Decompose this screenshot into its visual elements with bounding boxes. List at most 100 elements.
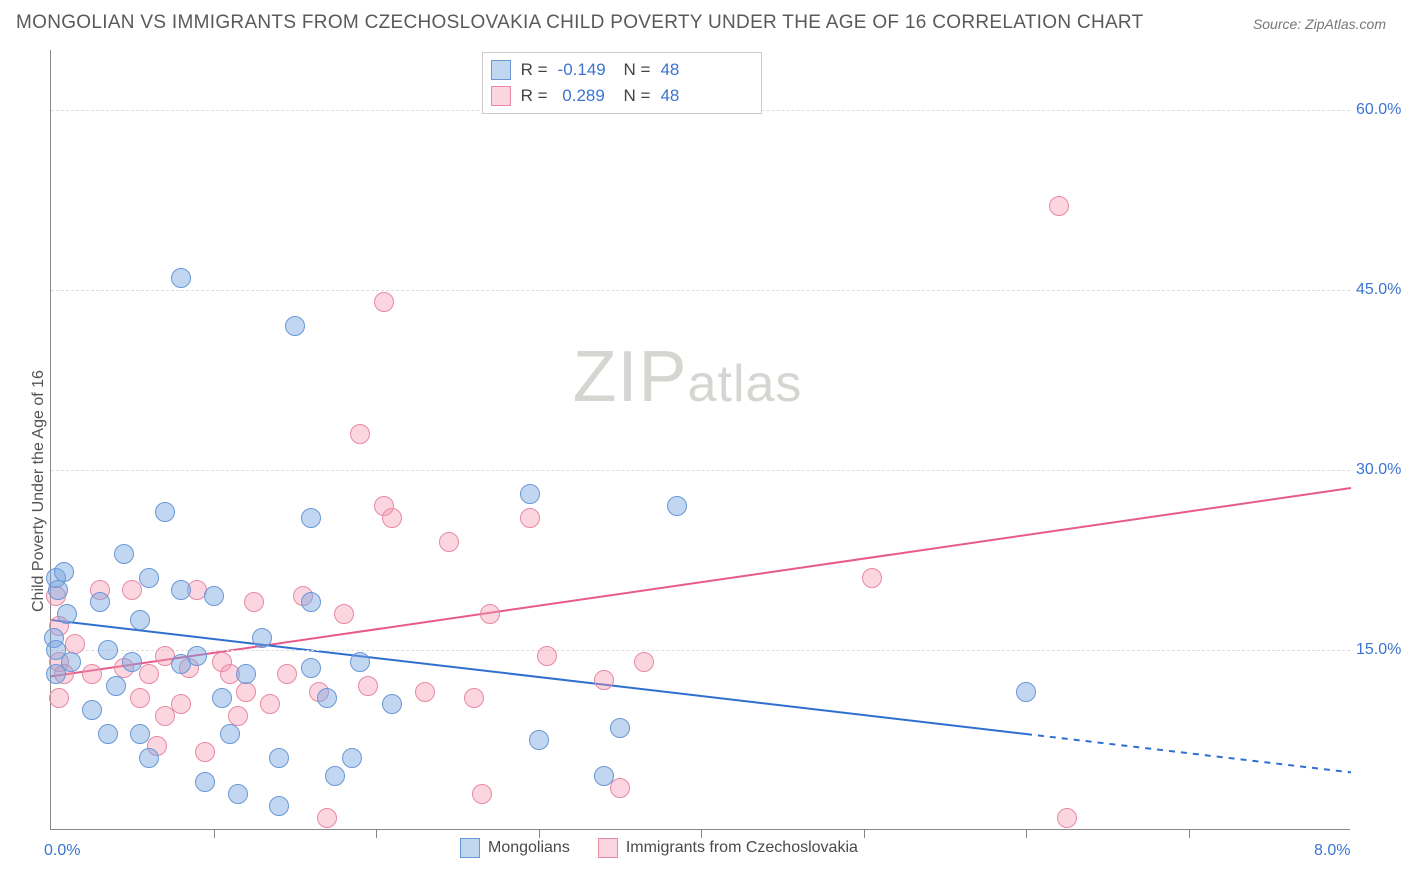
data-point-a (171, 268, 191, 288)
data-point-a (106, 676, 126, 696)
trend-line (1026, 734, 1351, 772)
data-point-a (130, 724, 150, 744)
swatch-series-b (491, 86, 511, 106)
data-point-a (1016, 682, 1036, 702)
stat-r-label: R = (521, 60, 548, 80)
data-point-b (520, 508, 540, 528)
x-tick (864, 830, 865, 838)
data-point-a (382, 694, 402, 714)
gridline (51, 470, 1350, 471)
data-point-a (139, 568, 159, 588)
data-point-b (610, 778, 630, 798)
data-point-b (65, 634, 85, 654)
data-point-b (236, 682, 256, 702)
data-point-a (48, 580, 68, 600)
legend-row-b: R = 0.289 N = 48 (491, 83, 753, 109)
data-point-a (667, 496, 687, 516)
x-tick (1026, 830, 1027, 838)
data-point-b (350, 424, 370, 444)
stat-n-a: 48 (660, 60, 679, 80)
legend-label-b: Immigrants from Czechoslovakia (626, 839, 858, 857)
data-point-a (594, 766, 614, 786)
data-point-b (1049, 196, 1069, 216)
data-point-b (439, 532, 459, 552)
data-point-a (529, 730, 549, 750)
swatch-series-a (491, 60, 511, 80)
data-point-a (325, 766, 345, 786)
scatter-plot: ZIPatlas (50, 50, 1350, 830)
data-point-a (187, 646, 207, 666)
data-point-a (301, 592, 321, 612)
watermark-zip: ZIP (573, 336, 688, 418)
data-point-a (90, 592, 110, 612)
stat-n-label: N = (624, 86, 651, 106)
watermark: ZIPatlas (573, 336, 803, 418)
data-point-b (277, 664, 297, 684)
watermark-atlas: atlas (688, 354, 803, 414)
data-point-b (464, 688, 484, 708)
data-point-a (220, 724, 240, 744)
correlation-legend: R = -0.149 N = 48 R = 0.289 N = 48 (482, 52, 762, 114)
data-point-a (236, 664, 256, 684)
stat-r-b: 0.289 (558, 86, 614, 106)
data-point-a (54, 562, 74, 582)
data-point-a (130, 610, 150, 630)
data-point-b (139, 664, 159, 684)
legend-item-b: Immigrants from Czechoslovakia (598, 838, 858, 858)
legend-item-a: Mongolians (460, 838, 570, 858)
data-point-a (228, 784, 248, 804)
data-point-a (269, 748, 289, 768)
data-point-a (301, 658, 321, 678)
data-point-a (610, 718, 630, 738)
data-point-a (342, 748, 362, 768)
source-attribution: Source: ZipAtlas.com (1253, 16, 1386, 32)
data-point-a (61, 652, 81, 672)
swatch-series-a (460, 838, 480, 858)
trend-line (51, 620, 1026, 734)
data-point-b (260, 694, 280, 714)
data-point-a (171, 580, 191, 600)
data-point-b (1057, 808, 1077, 828)
legend-label-a: Mongolians (488, 839, 570, 857)
data-point-a (98, 640, 118, 660)
trend-line (51, 488, 1351, 676)
x-tick (376, 830, 377, 838)
data-point-b (244, 592, 264, 612)
chart-title: MONGOLIAN VS IMMIGRANTS FROM CZECHOSLOVA… (16, 12, 1144, 34)
data-point-a (285, 316, 305, 336)
swatch-series-b (598, 838, 618, 858)
data-point-a (155, 502, 175, 522)
data-point-a (122, 652, 142, 672)
data-point-a (204, 586, 224, 606)
data-point-a (301, 508, 321, 528)
legend-row-a: R = -0.149 N = 48 (491, 57, 753, 83)
data-point-a (98, 724, 118, 744)
data-point-b (415, 682, 435, 702)
data-point-b (49, 688, 69, 708)
data-point-b (130, 688, 150, 708)
x-max-label: 8.0% (1314, 842, 1350, 860)
data-point-b (82, 664, 102, 684)
x-tick (701, 830, 702, 838)
data-point-b (382, 508, 402, 528)
data-point-b (862, 568, 882, 588)
data-point-b (374, 292, 394, 312)
data-point-a (520, 484, 540, 504)
data-point-a (114, 544, 134, 564)
gridline (51, 290, 1350, 291)
y-tick-label: 30.0% (1356, 461, 1401, 479)
data-point-b (537, 646, 557, 666)
stat-r-label: R = (521, 86, 548, 106)
data-point-b (594, 670, 614, 690)
data-point-a (317, 688, 337, 708)
data-point-a (269, 796, 289, 816)
y-tick-label: 60.0% (1356, 101, 1401, 119)
stat-n-label: N = (624, 60, 651, 80)
data-point-b (472, 784, 492, 804)
data-point-b (228, 706, 248, 726)
gridline (51, 650, 1350, 651)
data-point-a (82, 700, 102, 720)
stat-n-b: 48 (660, 86, 679, 106)
y-tick-label: 45.0% (1356, 281, 1401, 299)
y-tick-label: 15.0% (1356, 641, 1401, 659)
